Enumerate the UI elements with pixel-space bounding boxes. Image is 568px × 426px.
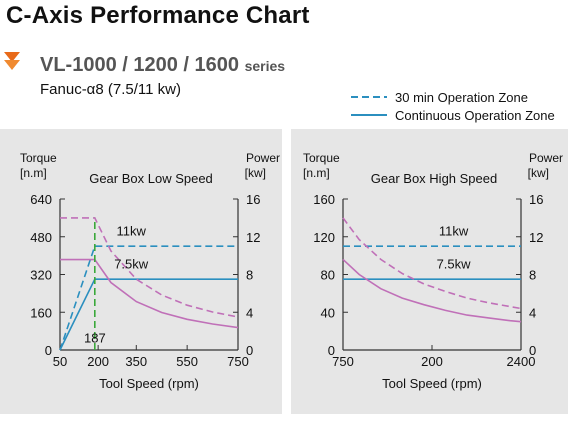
y-left-label: Torque	[303, 151, 340, 165]
torque-dashed-line	[60, 217, 239, 318]
y-right-tick-label: 12	[529, 230, 543, 245]
y-right-label: Power	[529, 151, 563, 165]
y-right-tick-label: 4	[246, 305, 253, 320]
y-left-tick-label: 160	[313, 192, 335, 207]
y-left-unit: [n.m]	[303, 166, 330, 180]
chart-high-speed: Torque[n.m] Power[kw] Gear Box High Speed 0…	[303, 151, 563, 391]
y-right-tick-label: 16	[246, 192, 260, 207]
y-left-unit: [n.m]	[20, 166, 47, 180]
y-right-tick-label: 8	[529, 268, 536, 283]
subchart-title: Gear Box High Speed	[371, 171, 497, 186]
x-tick-label: 750	[332, 354, 354, 369]
torque-solid-line	[342, 258, 522, 323]
x-tick-label: 200	[87, 354, 109, 369]
y-left-tick-label: 480	[30, 230, 52, 245]
x-tick-label: 50	[53, 354, 67, 369]
legend-item-dashed: 30 min Operation Zone	[351, 88, 555, 106]
y-left-label: Torque	[20, 151, 57, 165]
y-left-tick-label: 160	[30, 305, 52, 320]
y-right-tick-label: 12	[246, 230, 260, 245]
y-right-tick-label: 16	[529, 192, 543, 207]
solid-line-swatch	[351, 114, 387, 116]
annotation-label: 7.5kw	[437, 257, 472, 272]
chart-title: C-Axis Performance Chart	[6, 2, 310, 29]
chart-panel-high-speed: Torque [n.m] Power [kw] Gear Box High Speed 0…	[291, 129, 568, 414]
y-right-tick-label: 8	[246, 268, 253, 283]
legend-label: 30 min Operation Zone	[395, 89, 528, 105]
power-dashed-line	[59, 245, 238, 351]
chart-low-speed: Torque[n.m] Power[kw] Gear Box Low Speed 0 1…	[20, 151, 280, 391]
motor-spec: Fanuc-α8 (7.5/11 kw)	[40, 81, 181, 98]
dashed-line-swatch	[351, 96, 387, 98]
legend-item-solid: Continuous Operation Zone	[351, 106, 555, 124]
y-left-tick-label: 80	[321, 268, 335, 283]
y-left-tick-label: 40	[321, 305, 335, 320]
y-right-tick-label: 0	[246, 343, 253, 358]
x-axis-label: Tool Speed (rpm)	[99, 376, 199, 391]
y-right-unit: [kw]	[245, 166, 266, 180]
x-tick-label: 750	[227, 354, 249, 369]
y-left-tick-label: 640	[30, 192, 52, 207]
y-left-tick-label: 0	[328, 343, 335, 358]
y-right-unit: [kw]	[528, 166, 549, 180]
x-tick-label: 2400	[507, 354, 536, 369]
series-model: VL-1000 / 1200 / 1600	[40, 54, 240, 76]
series-suffix: series	[244, 58, 286, 74]
x-tick-label: 350	[125, 354, 147, 369]
y-right-label: Power	[246, 151, 280, 165]
chart-panel-low-speed: Torque [n.m] Power [kw] Gear Box Low Speed 0 1…	[0, 129, 282, 414]
annotation-label: 7.5kw	[114, 257, 149, 272]
x-axis-label: Tool Speed (rpm)	[382, 376, 482, 391]
y-right-tick-label: 0	[529, 343, 536, 358]
legend: 30 min Operation Zone Continuous Operati…	[351, 88, 555, 124]
y-right-tick-label: 4	[529, 305, 536, 320]
annotation-label: 11kw	[439, 224, 469, 239]
legend-label: Continuous Operation Zone	[395, 107, 555, 123]
x-tick-label: 200	[421, 354, 443, 369]
torque-dashed-line	[342, 217, 522, 310]
torque-solid-line	[60, 258, 239, 329]
x-tick-label: 550	[176, 354, 198, 369]
y-left-tick-label: 120	[313, 230, 335, 245]
y-left-tick-label: 0	[45, 343, 52, 358]
series-title: VL-1000 / 1200 / 1600 series	[40, 54, 285, 77]
annotation-label: 187	[84, 330, 106, 345]
y-left-tick-label: 320	[30, 268, 52, 283]
arrow-down-icon	[4, 52, 20, 70]
subchart-title: Gear Box Low Speed	[89, 171, 213, 186]
annotation-label: 11kw	[117, 224, 147, 239]
